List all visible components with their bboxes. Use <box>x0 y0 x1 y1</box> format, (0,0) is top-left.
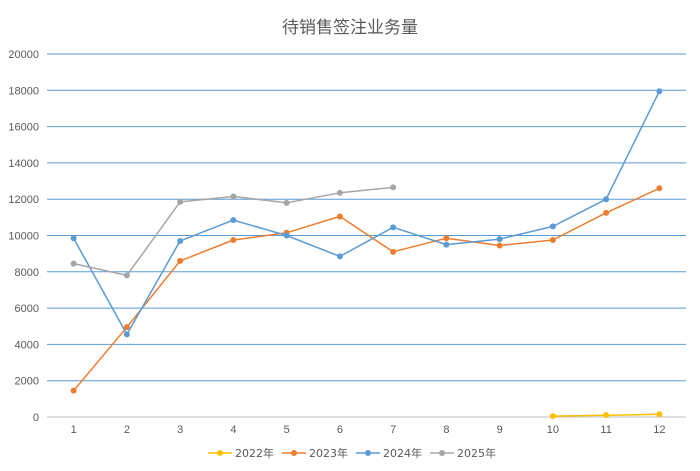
legend-label: 2025年 <box>457 446 496 460</box>
y-tick-label: 0 <box>33 412 39 424</box>
x-tick-label: 8 <box>443 424 449 436</box>
data-point <box>496 242 503 249</box>
data-point <box>603 196 610 203</box>
legend-label: 2024年 <box>383 446 422 460</box>
data-point <box>283 199 290 206</box>
data-point <box>70 387 77 394</box>
y-tick-label: 4000 <box>15 339 39 351</box>
legend-marker <box>291 450 297 456</box>
legend-marker <box>365 450 371 456</box>
data-point <box>390 248 397 255</box>
y-tick-label: 16000 <box>8 122 39 134</box>
x-tick-label: 6 <box>337 424 343 436</box>
data-point <box>177 237 184 244</box>
y-tick-label: 14000 <box>8 158 39 170</box>
data-point <box>443 241 450 248</box>
data-point <box>177 198 184 205</box>
data-point <box>70 235 77 242</box>
y-tick-label: 20000 <box>8 49 39 61</box>
data-point <box>603 209 610 216</box>
data-point <box>70 260 77 267</box>
data-point <box>230 217 237 224</box>
x-tick-label: 11 <box>600 424 611 436</box>
x-tick-label: 2 <box>124 424 130 436</box>
data-point <box>390 224 397 231</box>
x-tick-label: 12 <box>653 424 665 436</box>
data-point <box>549 223 556 230</box>
series-line <box>73 187 660 392</box>
y-tick-label: 10000 <box>8 231 39 243</box>
y-tick-label: 18000 <box>8 85 39 97</box>
data-point <box>336 213 343 220</box>
series-line <box>73 186 394 277</box>
data-point <box>603 412 610 419</box>
data-point <box>443 235 450 242</box>
x-tick-label: 5 <box>284 424 290 436</box>
x-tick-label: 3 <box>177 424 183 436</box>
data-point <box>656 185 663 192</box>
chart-title: 待销售签注业务量 <box>282 18 418 38</box>
legend-marker <box>217 450 223 456</box>
data-point <box>656 411 663 418</box>
data-point <box>123 272 130 279</box>
x-tick-label: 10 <box>547 424 559 436</box>
data-point <box>123 324 130 331</box>
data-point <box>123 331 130 338</box>
y-tick-label: 8000 <box>15 267 39 279</box>
data-point <box>177 257 184 264</box>
data-point <box>549 413 556 420</box>
legend-marker <box>439 450 445 456</box>
x-tick-label: 1 <box>71 424 77 436</box>
data-point <box>230 193 237 200</box>
x-tick-label: 4 <box>230 424 236 436</box>
data-point <box>656 88 663 95</box>
y-tick-label: 12000 <box>8 194 39 206</box>
data-point <box>496 236 503 243</box>
x-tick-label: 9 <box>497 424 503 436</box>
data-point <box>283 232 290 239</box>
data-point <box>549 237 556 244</box>
y-tick-label: 6000 <box>15 303 39 315</box>
legend-label: 2023年 <box>309 446 348 460</box>
data-point <box>230 237 237 244</box>
series-line <box>72 90 661 336</box>
x-tick-label: 7 <box>390 424 396 436</box>
data-point <box>336 253 343 260</box>
y-tick-label: 2000 <box>15 376 39 388</box>
data-point <box>390 184 397 191</box>
legend-label: 2022年 <box>235 446 274 460</box>
data-point <box>336 189 343 196</box>
